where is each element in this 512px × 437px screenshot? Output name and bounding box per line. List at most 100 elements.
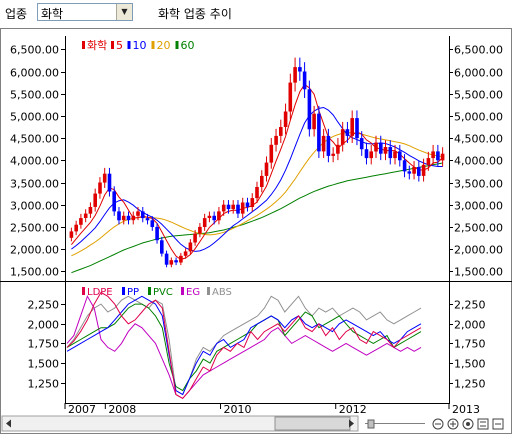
candle (331, 153, 335, 156)
candle (312, 113, 316, 130)
series-line-pvc (66, 303, 422, 392)
x-tick-label: 2012 (339, 403, 367, 416)
candle (231, 204, 235, 210)
candle (107, 173, 112, 192)
settings-icon[interactable] (477, 418, 489, 430)
y-tick-label-right: 2,000.00 (454, 244, 503, 257)
candle (102, 173, 107, 183)
legend-label: 20 (157, 39, 171, 52)
candle (440, 153, 445, 161)
y-tick-label-right: 3,000.00 (454, 200, 503, 213)
candle (150, 220, 155, 227)
candle (374, 142, 378, 152)
settings-icon[interactable] (492, 418, 504, 430)
candle (364, 149, 369, 159)
series-line-eg (66, 295, 422, 400)
candle (212, 215, 216, 221)
y-tick-label-left: 1,500.00 (10, 266, 59, 279)
zoom-slider[interactable] (365, 419, 425, 429)
series-line-abs (66, 295, 422, 396)
candle (369, 151, 373, 159)
candle (112, 191, 116, 212)
y-tick-label-left: 5,000.00 (10, 111, 59, 124)
candle (421, 164, 426, 176)
candle (407, 171, 412, 174)
price-pane: 6,500.00 6,500.00 6,000.00 6,000.00 5,500.00… (10, 39, 503, 279)
legend-label: ABS (212, 287, 232, 298)
candle (412, 167, 416, 174)
legend-label: 5 (116, 39, 123, 52)
industry-select[interactable]: 화학 ▼ (37, 3, 133, 21)
candle (283, 111, 288, 127)
candle (236, 204, 240, 214)
legend-swatch (181, 287, 184, 295)
scroll-bar[interactable] (1, 415, 359, 432)
legend-swatch (127, 41, 131, 49)
candle (340, 129, 345, 145)
legend-label: PP (127, 287, 139, 298)
candle (155, 226, 159, 241)
candle (321, 135, 326, 152)
legend-label: 10 (133, 39, 147, 52)
candle (117, 211, 121, 221)
x-tick-label: 2013 (452, 403, 480, 416)
candle (183, 251, 188, 256)
arrow-left-icon[interactable] (6, 419, 11, 428)
candle (269, 144, 274, 163)
industry-chart: 6,500.00 6,500.00 6,000.00 6,000.00 5,500.00… (0, 28, 512, 434)
x-axis: 2007 2008 2010 2012 2013 (64, 403, 480, 416)
y-tick-label-right: 4,000.00 (454, 155, 503, 168)
legend-label: EG (186, 287, 200, 298)
candle (426, 158, 431, 165)
candle (398, 151, 402, 161)
candle (145, 218, 150, 221)
candle (202, 218, 207, 227)
candle (136, 211, 140, 216)
y-tick-label-left: 2,250 (28, 299, 60, 312)
arrow-right-icon[interactable] (349, 419, 354, 428)
candle (431, 151, 435, 159)
y-tick-label-left: 4,500.00 (10, 133, 59, 146)
candle (217, 211, 221, 221)
legend-swatch (82, 41, 85, 49)
chevron-down-icon[interactable]: ▼ (116, 4, 132, 20)
candle (393, 151, 397, 159)
candle (74, 224, 78, 232)
candle (255, 187, 259, 199)
candle (83, 213, 88, 218)
scroll-thumb[interactable] (274, 416, 351, 431)
candle (307, 89, 312, 130)
y-tick-label-right: 2,000 (454, 319, 486, 332)
y-tick-label-left: 1,750 (28, 338, 60, 351)
zoom-out-icon[interactable] (432, 418, 444, 430)
legend-swatch (175, 41, 179, 49)
candle (359, 138, 364, 150)
y-tick-label-right: 1,750 (454, 338, 486, 351)
candle (293, 67, 297, 83)
candle (388, 147, 393, 159)
candle (98, 182, 102, 194)
candle (350, 118, 354, 136)
candle (221, 204, 226, 212)
x-tick-label: 2010 (224, 403, 252, 416)
candle (417, 167, 421, 176)
candle (383, 147, 388, 154)
y-tick-label-right: 6,500.00 (454, 44, 503, 57)
y-tick-label-left: 4,000.00 (10, 155, 59, 168)
legend-swatch (111, 41, 114, 49)
candle (436, 151, 440, 161)
legend-swatch (148, 287, 151, 295)
zoom-in-icon[interactable] (447, 418, 459, 430)
y-tick-label-left: 3,000.00 (10, 200, 59, 213)
candle (88, 207, 93, 214)
candle (198, 226, 202, 234)
candle (121, 215, 126, 221)
candle (169, 260, 174, 265)
legend-label: PVC (153, 287, 173, 298)
y-tick-label-left: 2,000 (28, 319, 60, 332)
candle (345, 129, 350, 136)
candle (250, 198, 255, 207)
legend-swatch (122, 287, 125, 295)
y-tick-label-right: 5,000.00 (454, 111, 503, 124)
refresh-icon[interactable] (462, 418, 474, 430)
